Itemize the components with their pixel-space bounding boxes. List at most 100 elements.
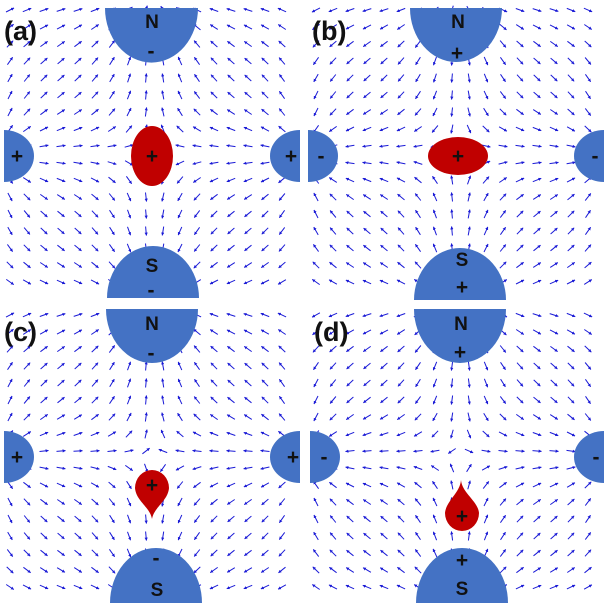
field-arrow bbox=[549, 431, 559, 437]
field-arrow bbox=[261, 108, 269, 116]
field-arrow bbox=[566, 449, 576, 453]
field-arrow bbox=[363, 40, 371, 48]
field-arrow bbox=[226, 449, 236, 453]
field-arrow bbox=[584, 57, 592, 65]
field-arrow bbox=[329, 125, 337, 133]
field-arrow bbox=[243, 449, 253, 453]
field-arrow bbox=[362, 8, 372, 13]
field-arrow bbox=[226, 567, 236, 573]
field-arrow bbox=[7, 395, 13, 405]
field-arrow bbox=[127, 56, 132, 66]
field-arrow bbox=[23, 108, 31, 116]
field-arrow bbox=[278, 515, 286, 523]
field-arrow bbox=[379, 161, 389, 165]
field-arrow bbox=[193, 210, 201, 218]
field-arrow bbox=[345, 329, 355, 335]
field-arrow bbox=[7, 497, 13, 507]
field-arrow bbox=[39, 177, 49, 183]
field-arrow bbox=[397, 91, 405, 99]
field-arrow bbox=[23, 515, 31, 523]
field-arrow bbox=[177, 56, 183, 66]
field-arrow bbox=[73, 414, 83, 420]
field-arrow bbox=[277, 584, 287, 590]
field-arrow bbox=[346, 108, 354, 116]
field-arrow bbox=[498, 431, 508, 437]
field-arrow bbox=[108, 345, 116, 353]
field-arrow bbox=[91, 244, 99, 252]
field-arrow bbox=[328, 24, 338, 30]
field-arrow bbox=[90, 7, 100, 13]
field-arrow bbox=[483, 531, 489, 541]
field-arrow bbox=[516, 227, 524, 235]
field-arrow bbox=[515, 466, 525, 470]
field-arrow bbox=[261, 244, 269, 252]
field-arrow bbox=[227, 549, 235, 557]
field-arrow bbox=[584, 481, 592, 489]
field-arrow bbox=[328, 431, 338, 437]
field-arrow bbox=[499, 396, 507, 404]
field-arrow bbox=[192, 431, 202, 437]
electrode-bottom-a bbox=[107, 246, 199, 298]
field-arrow bbox=[56, 194, 66, 200]
field-arrow bbox=[379, 414, 389, 420]
field-arrow bbox=[362, 449, 372, 453]
field-arrow bbox=[515, 24, 525, 30]
field-arrow bbox=[39, 312, 49, 317]
field-arrow bbox=[278, 498, 286, 506]
field-arrow bbox=[532, 161, 542, 165]
field-arrow bbox=[415, 209, 421, 219]
field-arrow bbox=[278, 532, 286, 540]
field-arrow bbox=[329, 261, 337, 269]
field-arrow bbox=[108, 413, 116, 421]
field-arrow bbox=[313, 362, 319, 370]
field-arrow bbox=[498, 465, 508, 470]
field-arrow bbox=[432, 378, 438, 388]
electrode-top-c bbox=[106, 309, 198, 363]
field-arrow bbox=[210, 261, 218, 269]
field-arrow bbox=[329, 532, 337, 540]
field-arrow bbox=[450, 531, 454, 541]
field-arrow bbox=[91, 74, 99, 82]
field-arrow bbox=[176, 481, 184, 489]
field-arrow bbox=[313, 412, 319, 422]
field-arrow bbox=[549, 414, 559, 420]
field-arrow bbox=[40, 57, 48, 65]
field-arrow bbox=[278, 57, 286, 65]
field-arrow bbox=[363, 532, 371, 540]
field-arrow bbox=[362, 313, 372, 318]
field-arrow bbox=[515, 329, 525, 335]
field-arrow bbox=[567, 91, 575, 99]
field-arrow bbox=[57, 210, 65, 218]
field-arrow bbox=[311, 312, 321, 318]
field-arrow bbox=[363, 362, 371, 370]
field-arrow bbox=[380, 499, 388, 505]
field-arrow bbox=[108, 244, 116, 252]
field-arrow bbox=[278, 345, 286, 353]
field-arrow bbox=[260, 312, 270, 318]
field-arrow bbox=[415, 90, 421, 100]
field-arrow bbox=[23, 362, 31, 370]
field-arrow bbox=[107, 465, 117, 471]
field-arrow bbox=[56, 482, 66, 488]
field-arrow bbox=[109, 378, 115, 388]
field-arrow bbox=[483, 226, 489, 236]
field-arrow bbox=[363, 244, 371, 252]
bottom-electrode-name-d: S bbox=[456, 579, 469, 600]
field-arrow bbox=[261, 362, 269, 370]
field-arrow bbox=[397, 396, 405, 404]
field-arrow bbox=[328, 329, 338, 335]
field-arrow bbox=[278, 244, 286, 252]
field-arrow bbox=[7, 531, 13, 541]
electrode-right-d bbox=[574, 431, 604, 483]
field-arrow bbox=[127, 514, 132, 524]
field-arrow bbox=[193, 362, 201, 370]
field-arrow bbox=[584, 379, 592, 387]
field-arrow bbox=[74, 57, 82, 65]
field-arrow bbox=[566, 431, 576, 437]
field-arrow bbox=[126, 497, 132, 507]
field-arrow bbox=[161, 361, 165, 371]
field-arrow bbox=[533, 57, 541, 65]
field-arrow bbox=[397, 532, 405, 540]
field-arrow bbox=[109, 226, 115, 236]
field-arrow bbox=[481, 144, 491, 148]
